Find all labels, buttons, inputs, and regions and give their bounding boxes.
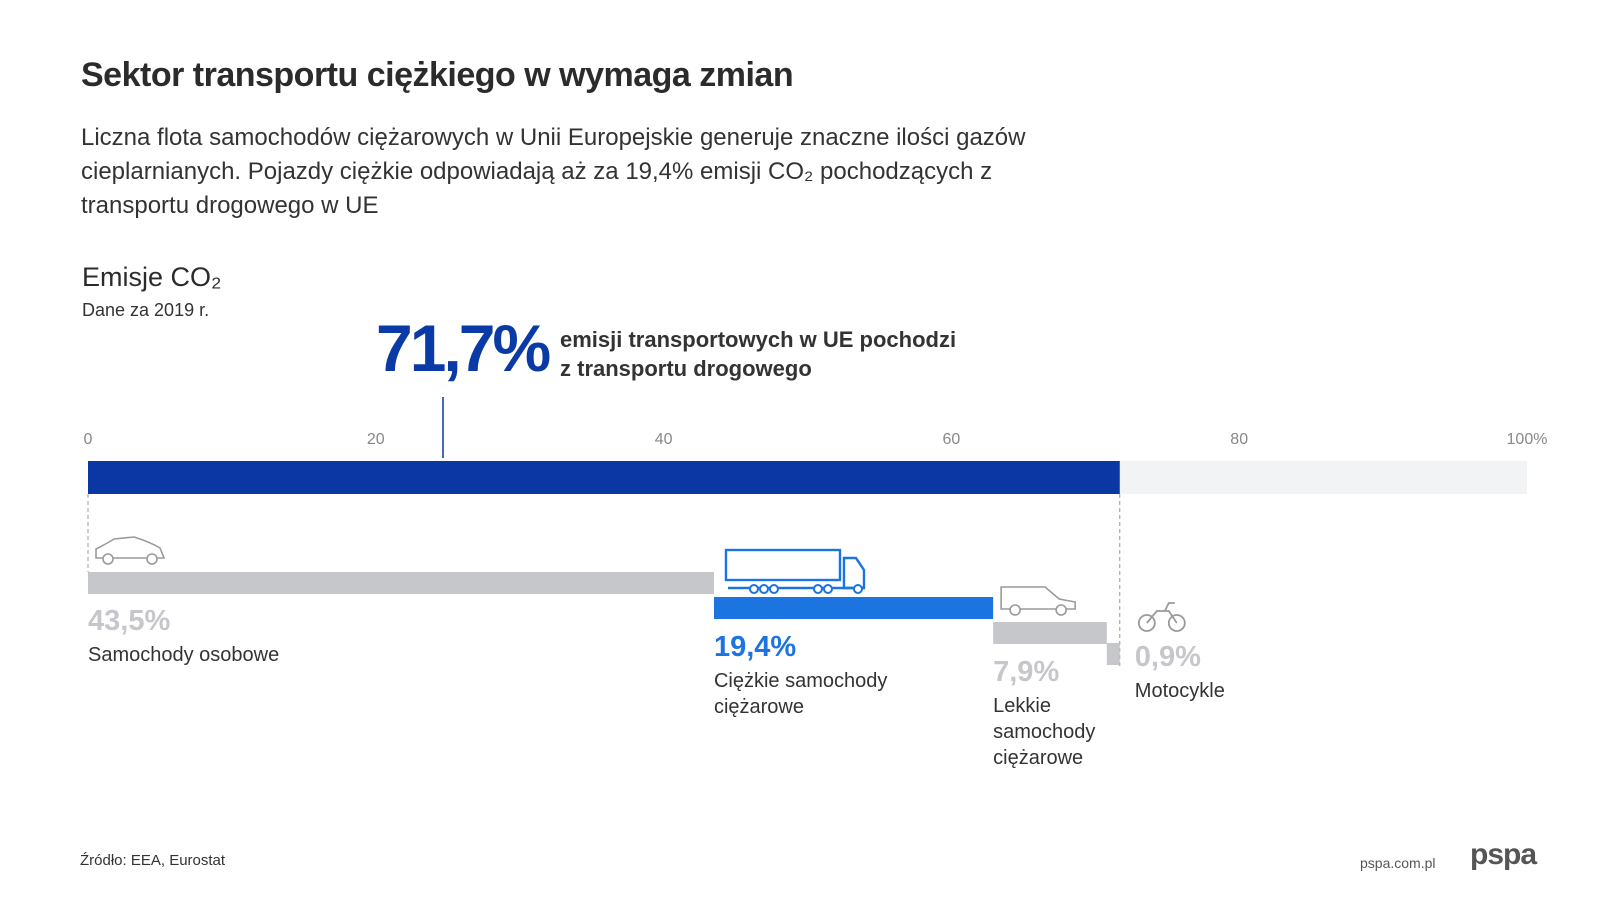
segment-bar (713, 597, 994, 619)
pspa-logo: pspa (1470, 838, 1537, 871)
axis-tick-label: 40 (655, 431, 673, 448)
section-heading: Emisje CO₂ (82, 262, 222, 292)
chart-subtitle: Liczna flota samochodów ciężarowych w Un… (81, 124, 1026, 219)
truck-cab (842, 556, 866, 590)
highlight-text-line1: emisji transportowych w UE pochodzi (560, 327, 957, 352)
segment-bar (993, 622, 1107, 644)
segment-value-label: 7,9% (993, 656, 1059, 688)
truck-wheel (768, 584, 779, 594)
segment-value-label: 19,4% (714, 631, 796, 663)
segment-category-label: Motocykle (1135, 680, 1225, 702)
highlight-text: emisji transportowych w UE pochodzi z tr… (560, 325, 956, 383)
chart-title: Sektor transportu ciężkiego w wymaga zmi… (81, 56, 794, 94)
motorcycle-wheel (1167, 614, 1186, 632)
van-body (1000, 586, 1076, 610)
segment-bar (88, 572, 714, 594)
motorcycle-wheel (1137, 614, 1156, 632)
segment-category-label: Ciężkie samochody (714, 670, 887, 692)
segment-value-label: 43,5% (88, 605, 170, 637)
segment-value-label: 0,9% (1135, 641, 1201, 673)
segment-bar (1106, 643, 1120, 665)
source-note: Źródło: EEA, Eurostat (80, 852, 226, 869)
axis-tick-label: 80 (1230, 431, 1248, 448)
axis-tick-label: 20 (367, 431, 385, 448)
highlight-text-line2: z transportu drogowego (560, 356, 812, 381)
car-wheel (146, 553, 158, 565)
axis-tick-label: 100% (1507, 431, 1548, 448)
motorcycle-frame (1146, 602, 1178, 624)
section-subheading: Dane za 2019 r. (82, 300, 210, 320)
segment-category-label: samochody (993, 721, 1095, 743)
axis-tick-label: 60 (943, 431, 961, 448)
truck-wheel (812, 584, 823, 594)
axis-tick-label: 0 (84, 431, 93, 448)
segment-category-label: Samochody osobowe (88, 644, 279, 666)
truck-wheel (822, 584, 833, 594)
van-wheel (1009, 604, 1021, 616)
truck-wheel (852, 584, 863, 594)
truck-wheel (748, 584, 759, 594)
segment-category-label: ciężarowe (714, 696, 804, 718)
total-bar (88, 461, 1120, 494)
van-icon (1000, 586, 1076, 616)
truck-trailer (724, 548, 842, 582)
car-icon (95, 536, 166, 565)
car-wheel (102, 553, 114, 565)
van-wheel (1055, 604, 1067, 616)
truck-icon (724, 548, 866, 594)
highlight-value: 71,7% (376, 311, 551, 385)
motorcycle-icon (1137, 602, 1186, 632)
segment-category-label: Lekkie (993, 695, 1051, 717)
truck-wheel (758, 584, 769, 594)
site-url[interactable]: pspa.com.pl (1360, 855, 1436, 871)
car-body (95, 536, 166, 559)
segment-category-label: ciężarowe (993, 747, 1083, 769)
